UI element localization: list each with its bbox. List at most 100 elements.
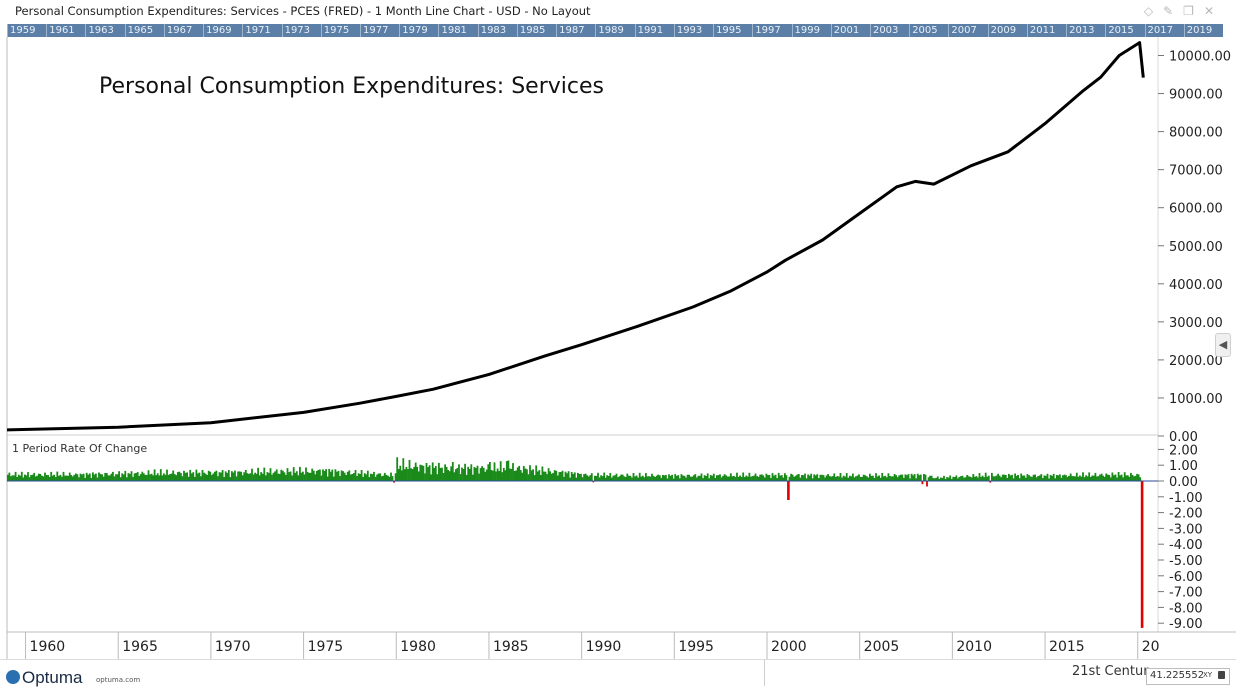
roc-bar (274, 471, 276, 481)
year-strip-item[interactable]: 1983 (477, 24, 517, 37)
roc-bar (1040, 474, 1043, 481)
roc-bar (41, 475, 43, 481)
roc-bar (1018, 478, 1021, 481)
roc-bar (844, 476, 846, 481)
roc-bar (45, 475, 48, 481)
roc-bar (227, 470, 230, 481)
year-strip-item[interactable]: 1995 (713, 24, 752, 37)
x-tick-label: 1975 (308, 639, 344, 655)
year-strip-item[interactable]: 1999 (791, 24, 831, 37)
year-strip-item[interactable]: 1991 (634, 24, 674, 37)
roc-bar (186, 472, 188, 481)
roc-bar (1140, 481, 1144, 628)
year-strip-item[interactable]: 1965 (124, 24, 164, 37)
year-strip-item[interactable]: 2019 (1183, 24, 1223, 37)
pin-icon[interactable]: ✎ (1163, 4, 1184, 18)
roc-bar (163, 473, 165, 481)
year-strip-item[interactable]: 1967 (163, 24, 203, 37)
year-strip-item[interactable]: 2015 (1105, 24, 1144, 37)
x-axis: 1960 1965 1970 1975 1980 1985 1990 1995 2000 2005… (25, 632, 1160, 660)
xy-toggle[interactable]: XY (1203, 671, 1213, 679)
year-strip-item[interactable]: 2011 (1026, 24, 1066, 37)
price-y-tick-label: 9000.00 (1169, 88, 1223, 103)
roc-bar (451, 462, 454, 481)
roc-bar (859, 476, 862, 481)
year-strip-item[interactable]: 1977 (360, 24, 399, 37)
year-strip-item[interactable]: 1993 (673, 24, 713, 37)
roc-bar (362, 476, 365, 481)
roc-bar (972, 474, 975, 481)
year-strip-item[interactable]: 1987 (556, 24, 595, 37)
year-strip-item[interactable]: 1981 (438, 24, 477, 37)
roc-bar (725, 475, 728, 481)
coordinate-readout[interactable]: 41.225552 XY (1146, 668, 1230, 685)
roc-bar (590, 473, 593, 481)
roc-bar (997, 473, 999, 481)
roc-bar (680, 474, 683, 481)
roc-bar (598, 477, 601, 481)
roc-bar (538, 470, 541, 481)
roc-bar (975, 476, 978, 481)
year-strip-item[interactable]: 2009 (987, 24, 1027, 37)
roc-bar (22, 477, 25, 481)
year-strip-item[interactable]: 2013 (1066, 24, 1105, 37)
year-strip-item[interactable]: 1985 (516, 24, 556, 37)
roc-bar (153, 469, 156, 481)
roc-bar (282, 470, 284, 481)
restore-icon[interactable]: ❐ (1183, 4, 1204, 18)
panel-collapse-arrow-icon[interactable]: ◀ (1215, 333, 1231, 357)
roc-bar (299, 466, 301, 481)
roc-bar (611, 477, 613, 481)
roc-bar (1034, 474, 1036, 481)
roc-y-tick-label: -3.00 (1169, 522, 1203, 537)
roc-bar (271, 474, 273, 481)
roc-bar (674, 474, 677, 481)
roc-bar (204, 473, 207, 481)
roc-bar (929, 475, 931, 481)
roc-bar (268, 472, 270, 481)
price-panel (7, 37, 1158, 437)
year-strip-item[interactable]: 1959 (7, 24, 46, 37)
year-strip-item[interactable]: 2017 (1144, 24, 1184, 37)
roc-bar (1012, 478, 1015, 481)
year-strip-item[interactable]: 1963 (85, 24, 124, 37)
roc-bar (941, 477, 944, 481)
year-strip-item[interactable]: 2007 (948, 24, 987, 37)
lock-icon[interactable] (1218, 671, 1225, 679)
year-strip-item[interactable]: 1989 (595, 24, 634, 37)
year-strip-item[interactable]: 2005 (909, 24, 948, 37)
roc-bar (1032, 474, 1035, 481)
roc-bar (10, 476, 12, 481)
roc-bar (807, 474, 809, 481)
year-strip-item[interactable]: 1997 (752, 24, 791, 37)
year-scroller-strip[interactable]: 1959 1961 1963 1965 1967 1969 1971 1973 1975 1977… (7, 24, 1223, 37)
roc-bar (116, 474, 119, 481)
year-strip-item[interactable]: 1971 (242, 24, 281, 37)
roc-bar (315, 471, 318, 481)
roc-bar (879, 477, 882, 481)
roc-bar (665, 474, 667, 481)
roc-bar (938, 478, 941, 481)
roc-bar (136, 472, 139, 481)
year-strip-item[interactable]: 2001 (830, 24, 870, 37)
year-strip-item[interactable]: 2003 (869, 24, 909, 37)
roc-bar (255, 473, 258, 481)
roc-bar (601, 476, 604, 481)
year-strip-item[interactable]: 1961 (46, 24, 85, 37)
year-strip-item[interactable]: 1973 (281, 24, 321, 37)
roc-bar (495, 471, 497, 481)
diamond-icon[interactable]: ◇ (1143, 4, 1164, 18)
close-icon[interactable]: ✕ (1203, 4, 1224, 18)
roc-bar (782, 477, 785, 481)
year-strip-item[interactable]: 1979 (399, 24, 438, 37)
roc-bar (895, 475, 897, 481)
year-strip-item[interactable]: 1975 (320, 24, 360, 37)
year-strip-item[interactable]: 1969 (203, 24, 242, 37)
roc-bar (1028, 475, 1030, 481)
roc-bar (983, 477, 986, 481)
roc-bar (244, 470, 247, 481)
roc-bar (746, 476, 749, 481)
roc-bar (753, 475, 755, 481)
roc-bar (210, 475, 213, 481)
